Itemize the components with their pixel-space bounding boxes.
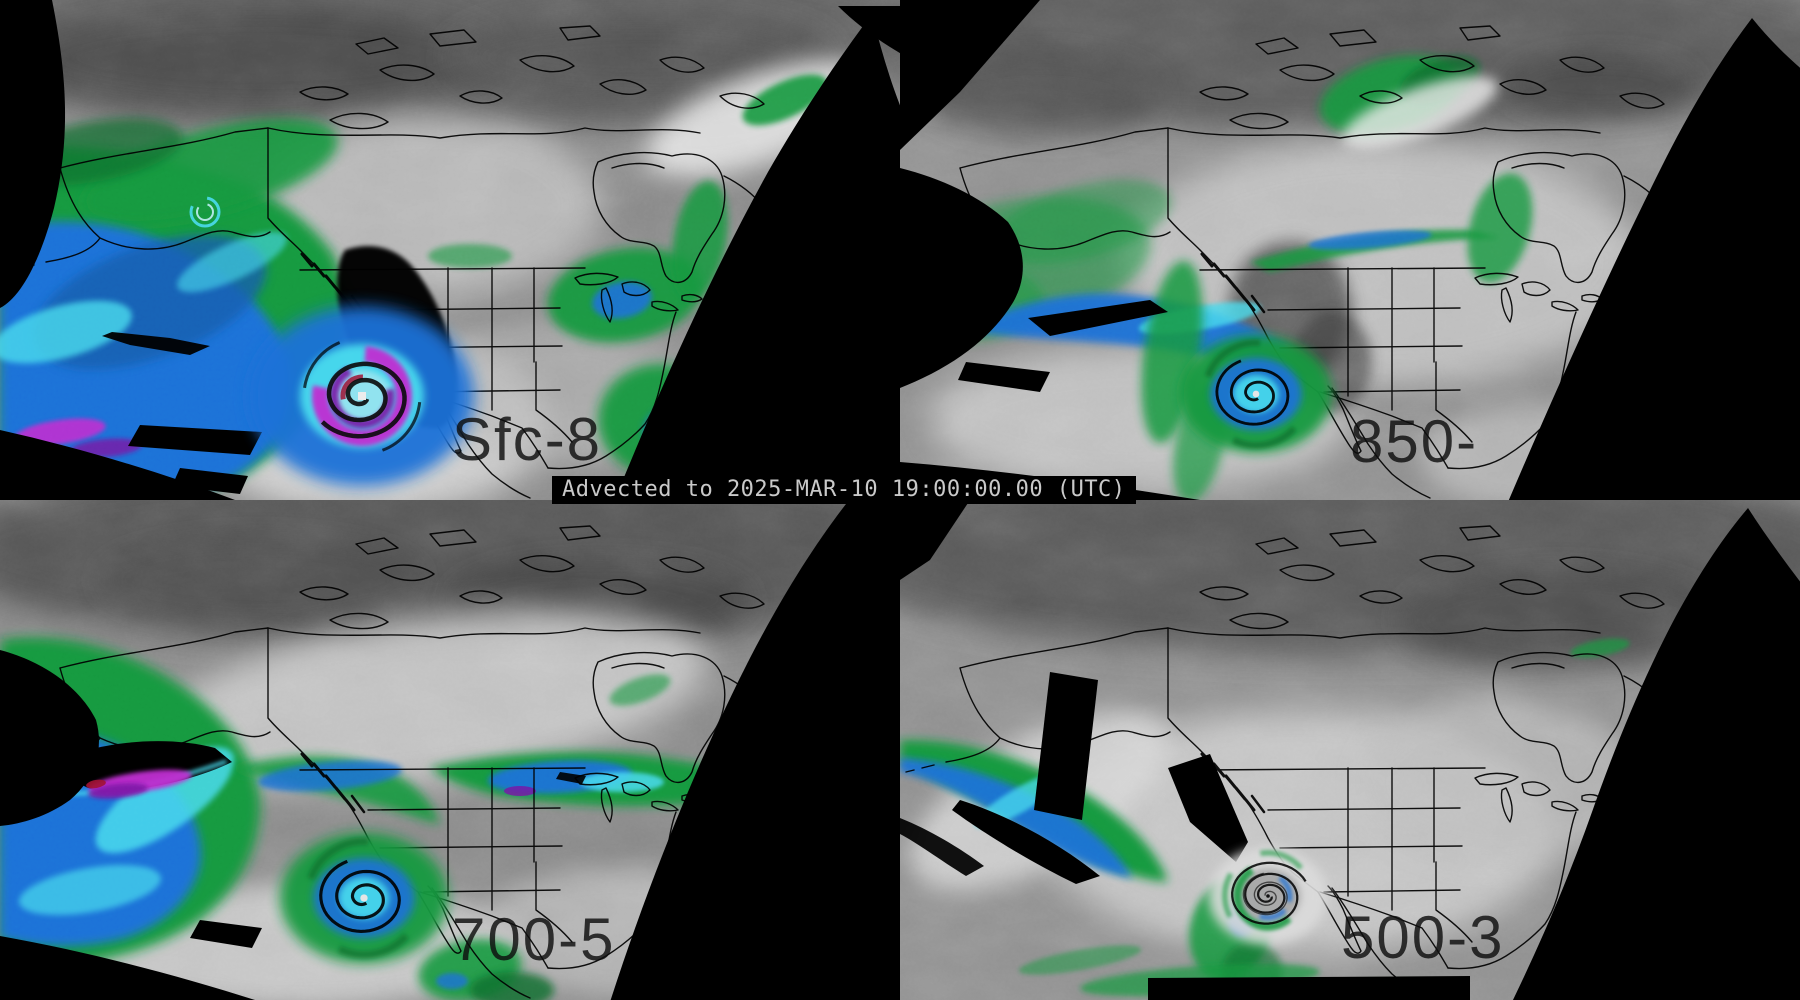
500-300-map-svg: 500-3	[900, 500, 1800, 1000]
panel-500-300: 500-3	[900, 500, 1800, 1000]
panel-850-700: 850-	[900, 0, 1800, 500]
panel-sfc-850: Sfc-8	[0, 0, 900, 500]
850-700-map-svg: 850-	[900, 0, 1800, 500]
panel-level-label: 850-	[1350, 408, 1478, 475]
700-500-map-svg: 700-5	[0, 500, 900, 1000]
panel-level-label: 700-5	[452, 906, 615, 973]
panel-level-label: Sfc-8	[452, 406, 602, 473]
panel-700-500: 700-5	[0, 500, 900, 1000]
panel-level-label: 500-3	[1341, 904, 1504, 971]
sfc-850-map-svg: Sfc-8	[0, 0, 900, 500]
advection-timestamp-caption: Advected to 2025-MAR-10 19:00:00.00 (UTC…	[552, 476, 1136, 504]
